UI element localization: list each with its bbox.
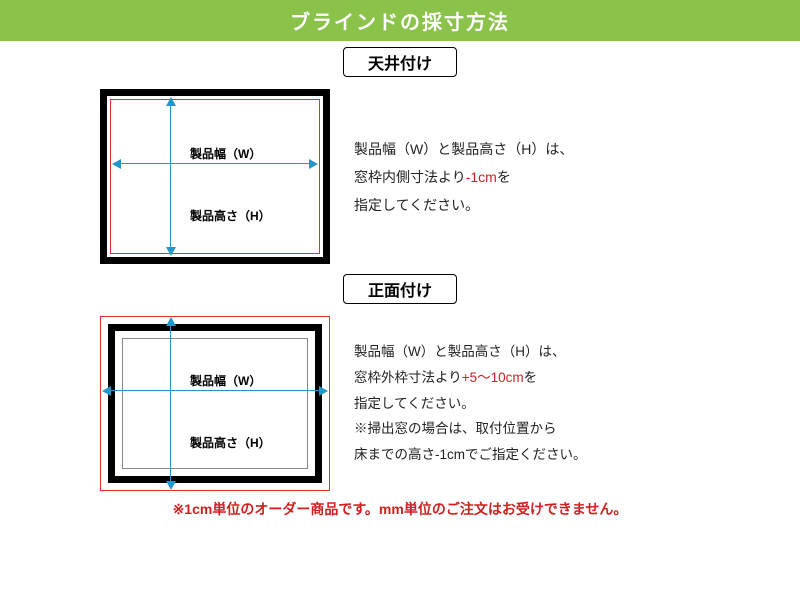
ceiling-width-arrow: [114, 163, 316, 164]
ceiling-desc-line1: 製品幅（W）と製品高さ（H）は、: [354, 135, 573, 163]
ceiling-desc-2a: 窓枠内側寸法より: [354, 169, 466, 185]
front-desc-line2: 窓枠外枠寸法より+5〜10cmを: [354, 365, 587, 391]
ceiling-desc-2b: を: [497, 169, 511, 185]
page-header: ブラインドの採寸方法: [0, 0, 800, 41]
header-title: ブラインドの採寸方法: [290, 12, 510, 34]
ceiling-description: 製品幅（W）と製品高さ（H）は、 窓枠内側寸法より-1cmを 指定してください。: [354, 135, 573, 219]
footnote: ※1cm単位のオーダー商品です。mm単位のご注文はお受けできません。: [0, 499, 800, 519]
front-desc-line3: 指定してください。: [354, 391, 587, 417]
front-label-wrap: 正面付け: [0, 274, 800, 308]
front-height-arrow: [170, 319, 171, 488]
front-desc-2a: 窓枠外枠寸法より: [354, 370, 462, 385]
ceiling-label-wrap: 天井付け: [0, 47, 800, 81]
ceiling-diagram: 製品幅（W） 製品高さ（H）: [100, 89, 330, 264]
ceiling-section: 製品幅（W） 製品高さ（H） 製品幅（W）と製品高さ（H）は、 窓枠内側寸法より…: [0, 81, 800, 268]
front-height-label: 製品高さ（H）: [190, 434, 271, 451]
front-desc-2b: を: [524, 370, 538, 385]
front-desc-line5: 床までの高さ-1cmでご指定ください。: [354, 442, 587, 468]
front-width-label: 製品幅（W）: [190, 372, 261, 389]
front-section: 製品幅（W） 製品高さ（H） 製品幅（W）と製品高さ（H）は、 窓枠外枠寸法より…: [0, 308, 800, 495]
ceiling-height-label: 製品高さ（H）: [190, 207, 271, 224]
front-diagram: 製品幅（W） 製品高さ（H）: [100, 316, 330, 491]
front-desc-2red: +5〜10cm: [462, 370, 524, 385]
ceiling-desc-line3: 指定してください。: [354, 191, 573, 219]
ceiling-desc-2red: -1cm: [466, 169, 497, 185]
ceiling-red-line: [110, 99, 320, 254]
front-width-arrow: [104, 390, 326, 391]
front-label: 正面付け: [343, 274, 457, 304]
front-desc-line4: ※掃出窓の場合は、取付位置から: [354, 416, 587, 442]
front-desc-line1: 製品幅（W）と製品高さ（H）は、: [354, 339, 587, 365]
front-description: 製品幅（W）と製品高さ（H）は、 窓枠外枠寸法より+5〜10cmを 指定してくだ…: [354, 339, 587, 467]
ceiling-desc-line2: 窓枠内側寸法より-1cmを: [354, 163, 573, 191]
ceiling-width-label: 製品幅（W）: [190, 145, 261, 162]
ceiling-label: 天井付け: [343, 47, 457, 77]
ceiling-height-arrow: [170, 99, 171, 254]
